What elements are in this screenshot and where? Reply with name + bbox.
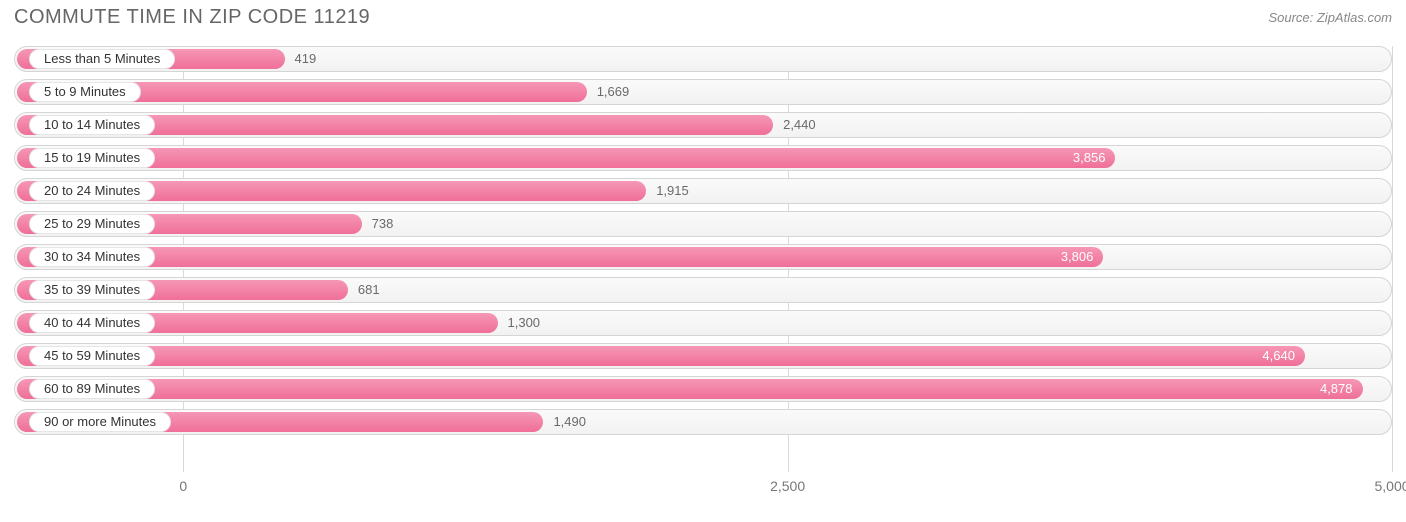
bar-value-label: 2,440 [783,112,816,138]
bar-category-label: 5 to 9 Minutes [29,82,141,102]
bar-category-label: 45 to 59 Minutes [29,346,155,366]
bar-row: 60 to 89 Minutes 4,878 [14,376,1392,402]
bar-category-label: 60 to 89 Minutes [29,379,155,399]
bar-row: 10 to 14 Minutes 2,440 [14,112,1392,138]
bar-category-label: 10 to 14 Minutes [29,115,155,135]
x-axis-tick-label: 0 [179,478,187,494]
bar-row: 20 to 24 Minutes 1,915 [14,178,1392,204]
bar-value-label: 3,856 [1073,145,1106,171]
bar-row: 25 to 29 Minutes 738 [14,211,1392,237]
bar-fill [17,379,1363,399]
bar-value-label: 1,490 [553,409,586,435]
bar-row: 90 or more Minutes 1,490 [14,409,1392,435]
bar-category-label: Less than 5 Minutes [29,49,175,69]
bar-category-label: 25 to 29 Minutes [29,214,155,234]
bar-row: Less than 5 Minutes 419 [14,46,1392,72]
bar-value-label: 1,915 [656,178,689,204]
bar-fill [17,148,1115,168]
bar-value-label: 1,300 [508,310,541,336]
bar-row: 40 to 44 Minutes 1,300 [14,310,1392,336]
commute-time-chart: COMMUTE TIME IN ZIP CODE 11219 Source: Z… [0,0,1406,522]
bar-row: 5 to 9 Minutes 1,669 [14,79,1392,105]
bar-row: 30 to 34 Minutes 3,806 [14,244,1392,270]
bar-category-label: 15 to 19 Minutes [29,148,155,168]
bar-value-label: 738 [372,211,394,237]
bar-category-label: 40 to 44 Minutes [29,313,155,333]
bar-row: 15 to 19 Minutes 3,856 [14,145,1392,171]
bar-fill [17,346,1305,366]
bar-category-label: 90 or more Minutes [29,412,171,432]
chart-source: Source: ZipAtlas.com [1268,10,1392,25]
bar-value-label: 4,878 [1320,376,1353,402]
bar-category-label: 20 to 24 Minutes [29,181,155,201]
chart-title: COMMUTE TIME IN ZIP CODE 11219 [14,6,370,29]
bar-row: 35 to 39 Minutes 681 [14,277,1392,303]
bar-category-label: 35 to 39 Minutes [29,280,155,300]
x-axis: 02,5005,000 [14,478,1392,502]
x-axis-tick-label: 5,000 [1374,478,1406,494]
bar-value-label: 681 [358,277,380,303]
bar-fill [17,247,1103,267]
bar-value-label: 419 [295,46,317,72]
bar-value-label: 3,806 [1061,244,1094,270]
chart-plot-area: Less than 5 Minutes 419 5 to 9 Minutes 1,66… [14,46,1392,472]
bar-category-label: 30 to 34 Minutes [29,247,155,267]
bar-value-label: 1,669 [597,79,630,105]
bar-row: 45 to 59 Minutes 4,640 [14,343,1392,369]
x-axis-tick-label: 2,500 [770,478,805,494]
gridline [1392,46,1393,472]
bar-value-label: 4,640 [1262,343,1295,369]
